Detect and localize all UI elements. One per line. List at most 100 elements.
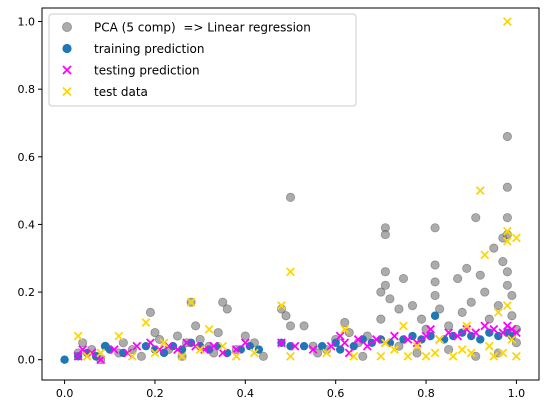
data-point xyxy=(308,345,318,355)
data-point xyxy=(380,338,390,348)
data-point xyxy=(277,301,286,311)
data-point xyxy=(380,267,390,277)
legend-items: PCA (5 comp) => Linear regression trainin… xyxy=(62,21,311,99)
data-point xyxy=(358,351,368,361)
data-point xyxy=(119,348,128,358)
legend-label: training prediction xyxy=(94,42,205,56)
data-point xyxy=(376,351,386,361)
data-point xyxy=(371,334,381,344)
data-point xyxy=(281,311,291,321)
data-point xyxy=(340,317,350,328)
data-point xyxy=(349,341,358,351)
data-point xyxy=(489,351,499,361)
data-point xyxy=(498,257,508,267)
data-point xyxy=(353,334,363,344)
data-point xyxy=(412,341,422,351)
data-point xyxy=(462,324,472,334)
data-point xyxy=(218,341,228,351)
data-point xyxy=(453,331,463,341)
data-point xyxy=(498,328,508,338)
data-point xyxy=(480,321,490,331)
data-point xyxy=(299,341,309,351)
data-point xyxy=(430,311,440,320)
data-point xyxy=(480,287,490,297)
y-tick-label: 0.8 xyxy=(18,83,36,96)
data-point xyxy=(466,348,476,358)
data-point xyxy=(502,236,512,246)
data-point xyxy=(448,351,458,361)
data-point xyxy=(223,348,232,358)
data-point xyxy=(475,186,485,196)
data-point xyxy=(60,355,69,364)
data-point xyxy=(389,331,399,341)
data-point xyxy=(218,348,228,358)
data-point xyxy=(236,345,245,354)
series-3 xyxy=(73,17,521,361)
x-tick-label: 0.0 xyxy=(56,387,74,400)
data-point xyxy=(73,351,83,361)
x-tick-label: 0.6 xyxy=(327,387,345,400)
data-point xyxy=(421,351,431,361)
data-point xyxy=(394,304,404,314)
data-point xyxy=(502,213,512,223)
data-point xyxy=(457,345,467,355)
data-point xyxy=(462,321,472,331)
data-point xyxy=(380,229,390,240)
data-point xyxy=(285,192,296,202)
data-point xyxy=(430,223,440,233)
data-point xyxy=(403,351,413,361)
data-point xyxy=(493,300,503,311)
data-point xyxy=(385,338,395,347)
data-point xyxy=(430,290,440,301)
data-point xyxy=(109,345,119,355)
data-point xyxy=(173,345,182,355)
legend: PCA (5 comp) => Linear regression trainin… xyxy=(48,13,357,107)
data-point xyxy=(362,341,372,351)
data-point xyxy=(484,341,494,351)
data-point xyxy=(399,335,408,344)
y-tick-label: 0.6 xyxy=(18,151,36,164)
data-point xyxy=(412,338,422,348)
data-point xyxy=(439,335,449,344)
x-tick-label: 1.0 xyxy=(508,387,526,400)
data-point xyxy=(285,321,296,331)
data-point xyxy=(159,338,169,348)
data-point xyxy=(209,341,219,351)
y-tick-label: 0.4 xyxy=(18,218,36,231)
data-point xyxy=(186,297,196,307)
data-point xyxy=(286,351,295,361)
data-point xyxy=(389,345,399,355)
data-point xyxy=(150,348,160,358)
data-point xyxy=(380,280,390,290)
data-point xyxy=(322,348,332,358)
data-point xyxy=(136,351,146,361)
legend-label: testing prediction xyxy=(94,64,200,78)
data-point xyxy=(231,351,241,361)
data-point xyxy=(182,338,192,348)
legend-marker xyxy=(62,21,73,32)
y-tick-label: 1.0 xyxy=(18,16,36,29)
data-point xyxy=(507,290,517,301)
data-point xyxy=(218,297,228,307)
data-point xyxy=(213,328,223,338)
data-point xyxy=(145,307,156,317)
data-point xyxy=(177,351,187,361)
data-point xyxy=(476,335,485,344)
data-point xyxy=(507,311,517,321)
data-point xyxy=(82,351,92,361)
data-point xyxy=(145,338,155,348)
data-point xyxy=(96,355,106,365)
data-point xyxy=(475,270,485,280)
data-point xyxy=(444,321,454,331)
data-point xyxy=(286,267,295,277)
data-point xyxy=(511,233,521,243)
data-point xyxy=(489,324,499,334)
data-point xyxy=(286,341,295,351)
data-point xyxy=(416,314,427,324)
data-point xyxy=(141,318,151,327)
data-point xyxy=(502,226,512,236)
data-point xyxy=(195,345,205,355)
data-point xyxy=(78,345,88,355)
data-point xyxy=(502,301,512,311)
